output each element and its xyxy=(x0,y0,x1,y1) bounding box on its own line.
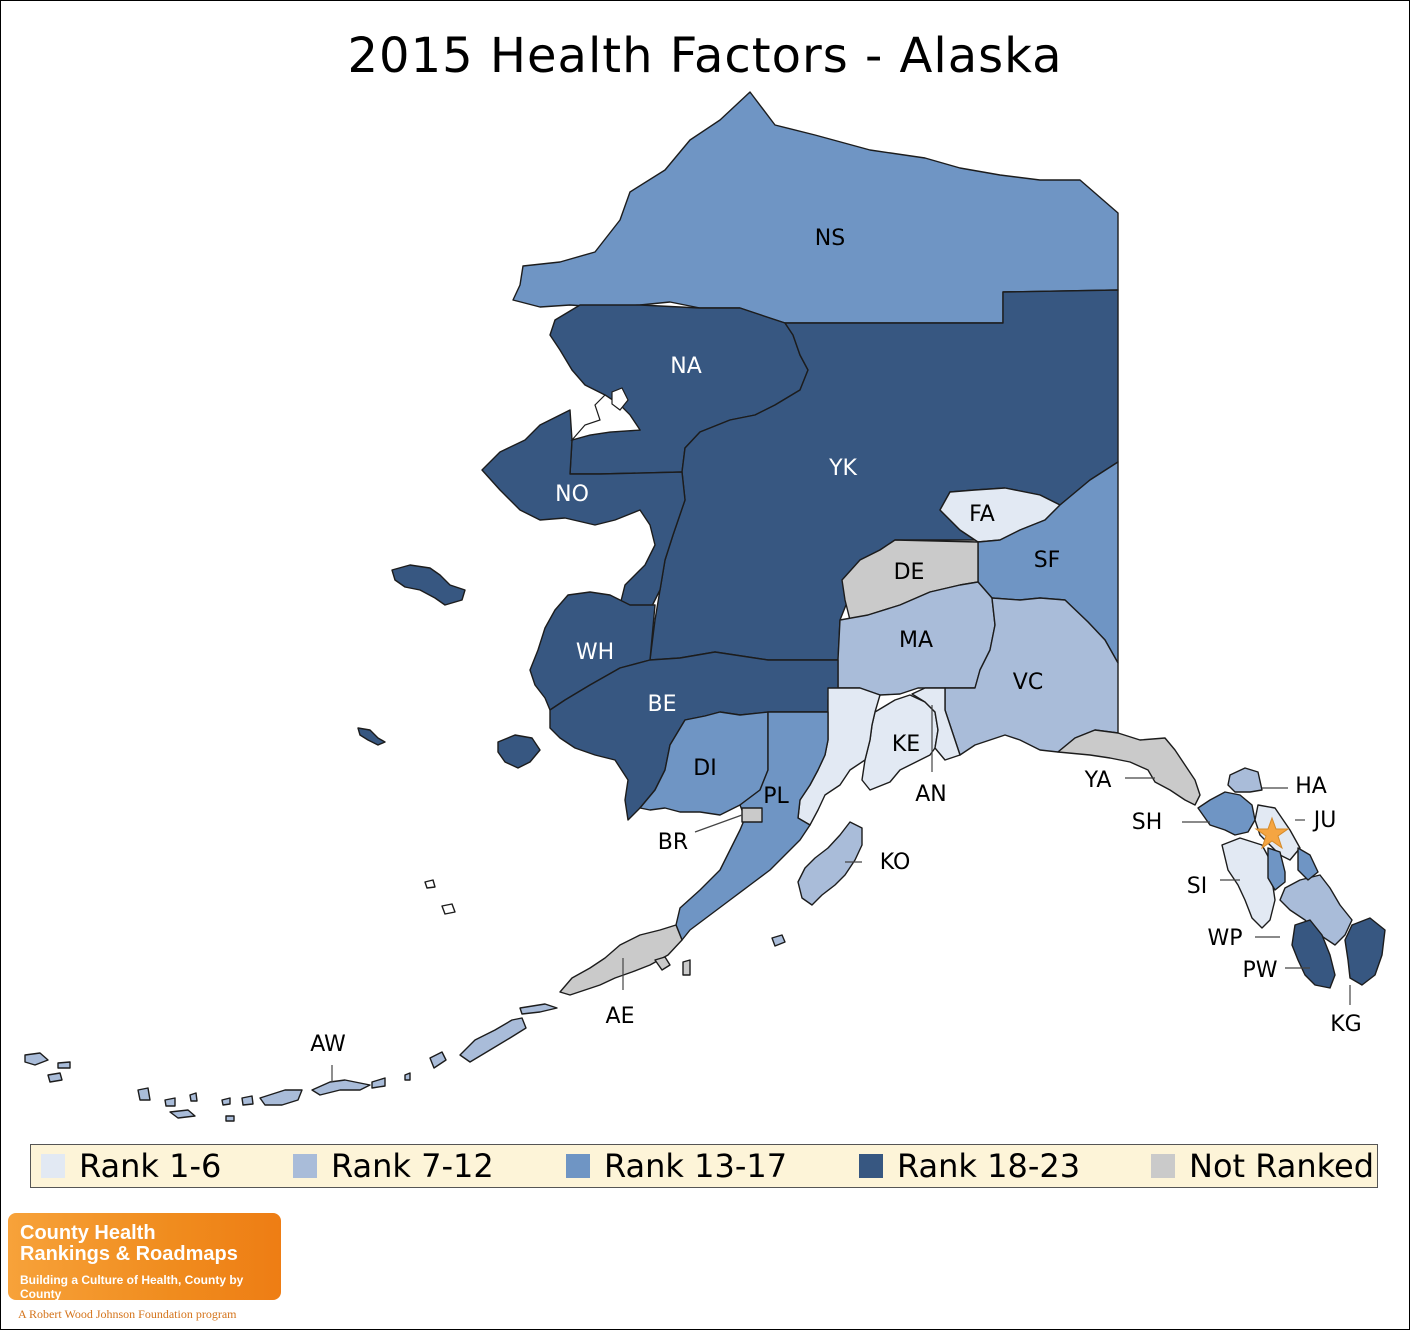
logo-title-line1: County Health xyxy=(20,1222,156,1244)
capital-star-icon xyxy=(1254,816,1290,850)
region-KO[interactable] xyxy=(797,821,863,906)
label-SH: SH xyxy=(1132,810,1163,835)
label-BE: BE xyxy=(648,692,677,717)
region-SI[interactable] xyxy=(1221,837,1276,929)
region-AW[interactable] xyxy=(24,1003,558,1122)
label-NA: NA xyxy=(670,354,702,379)
region-YA[interactable] xyxy=(1057,729,1201,806)
region-SH-island[interactable] xyxy=(1267,847,1286,891)
label-MA: MA xyxy=(899,628,933,653)
label-VC: VC xyxy=(1013,670,1043,695)
label-SI: SI xyxy=(1187,874,1207,899)
island-nunivak xyxy=(497,734,541,769)
label-YK: YK xyxy=(828,456,857,481)
legend-swatch xyxy=(859,1154,883,1178)
island-st-lawrence xyxy=(391,564,466,606)
label-AW: AW xyxy=(310,1032,346,1057)
region-PL[interactable] xyxy=(675,711,829,941)
label-DE: DE xyxy=(894,560,925,585)
label-WP: WP xyxy=(1207,926,1242,951)
region-SH[interactable] xyxy=(1197,791,1256,836)
label-DI: DI xyxy=(693,756,716,781)
region-NS[interactable] xyxy=(512,91,1119,324)
legend-item-not-ranked: Not Ranked xyxy=(1151,1145,1374,1187)
legend-label: Rank 18-23 xyxy=(897,1147,1081,1185)
legend-label: Not Ranked xyxy=(1189,1147,1375,1185)
island-pribilof-1 xyxy=(424,879,436,889)
region-BR[interactable] xyxy=(741,807,763,823)
legend-label: Rank 1-6 xyxy=(79,1147,222,1185)
label-AN: AN xyxy=(915,782,947,807)
region-VC[interactable] xyxy=(944,597,1119,756)
label-KO: KO xyxy=(880,850,911,875)
lake-island-na xyxy=(611,387,629,411)
label-FA: FA xyxy=(969,502,995,527)
label-KG: KG xyxy=(1330,1012,1361,1037)
legend-swatch xyxy=(1151,1154,1175,1178)
sponsor-text: A Robert Wood Johnson Foundation program xyxy=(18,1307,237,1321)
legend-swatch xyxy=(41,1154,65,1178)
label-WH: WH xyxy=(576,640,614,665)
logo-tagline: Building a Culture of Health, County by … xyxy=(20,1273,244,1301)
label-JU: JU xyxy=(1312,808,1337,833)
label-SF: SF xyxy=(1034,548,1061,573)
label-PL: PL xyxy=(763,784,789,809)
logo-title-line2: Rankings & Roadmaps xyxy=(20,1243,238,1265)
legend-swatch xyxy=(566,1154,590,1178)
region-KG[interactable] xyxy=(1344,917,1386,986)
chr-logo[interactable]: County Health Rankings & Roadmaps Buildi… xyxy=(8,1213,281,1301)
region-AE-islet-2[interactable] xyxy=(682,959,691,976)
region-WP[interactable] xyxy=(1279,874,1353,946)
region-WP-coast[interactable] xyxy=(1297,847,1319,881)
legend-item-rank-18-23: Rank 18-23 xyxy=(859,1145,1080,1187)
region-KO-island[interactable] xyxy=(771,934,786,947)
region-PW[interactable] xyxy=(1291,919,1336,989)
label-AE: AE xyxy=(606,1004,635,1029)
leader-BR xyxy=(694,814,743,833)
label-NO: NO xyxy=(555,482,589,507)
region-DI[interactable] xyxy=(639,711,769,816)
label-BR: BR xyxy=(658,830,688,855)
region-AE-islet[interactable] xyxy=(654,956,671,971)
legend-item-rank-7-12: Rank 7-12 xyxy=(293,1145,494,1187)
region-HA[interactable] xyxy=(1227,767,1263,793)
map-legend: Rank 1-6 Rank 7-12 Rank 13-17 Rank 18-23… xyxy=(30,1144,1378,1188)
label-KE: KE xyxy=(892,732,920,757)
label-YA: YA xyxy=(1084,768,1112,793)
legend-item-rank-1-6: Rank 1-6 xyxy=(41,1145,221,1187)
label-HA: HA xyxy=(1295,774,1327,799)
legend-label: Rank 7-12 xyxy=(331,1147,494,1185)
label-PW: PW xyxy=(1242,958,1277,983)
island-pribilof-2 xyxy=(441,903,456,915)
legend-swatch xyxy=(293,1154,317,1178)
map-title: 2015 Health Factors - Alaska xyxy=(347,28,1063,84)
label-NS: NS xyxy=(815,226,845,251)
legend-item-rank-13-17: Rank 13-17 xyxy=(566,1145,787,1187)
region-AN[interactable] xyxy=(911,687,961,761)
island-st-matthew xyxy=(357,727,386,746)
legend-label: Rank 13-17 xyxy=(604,1147,788,1185)
